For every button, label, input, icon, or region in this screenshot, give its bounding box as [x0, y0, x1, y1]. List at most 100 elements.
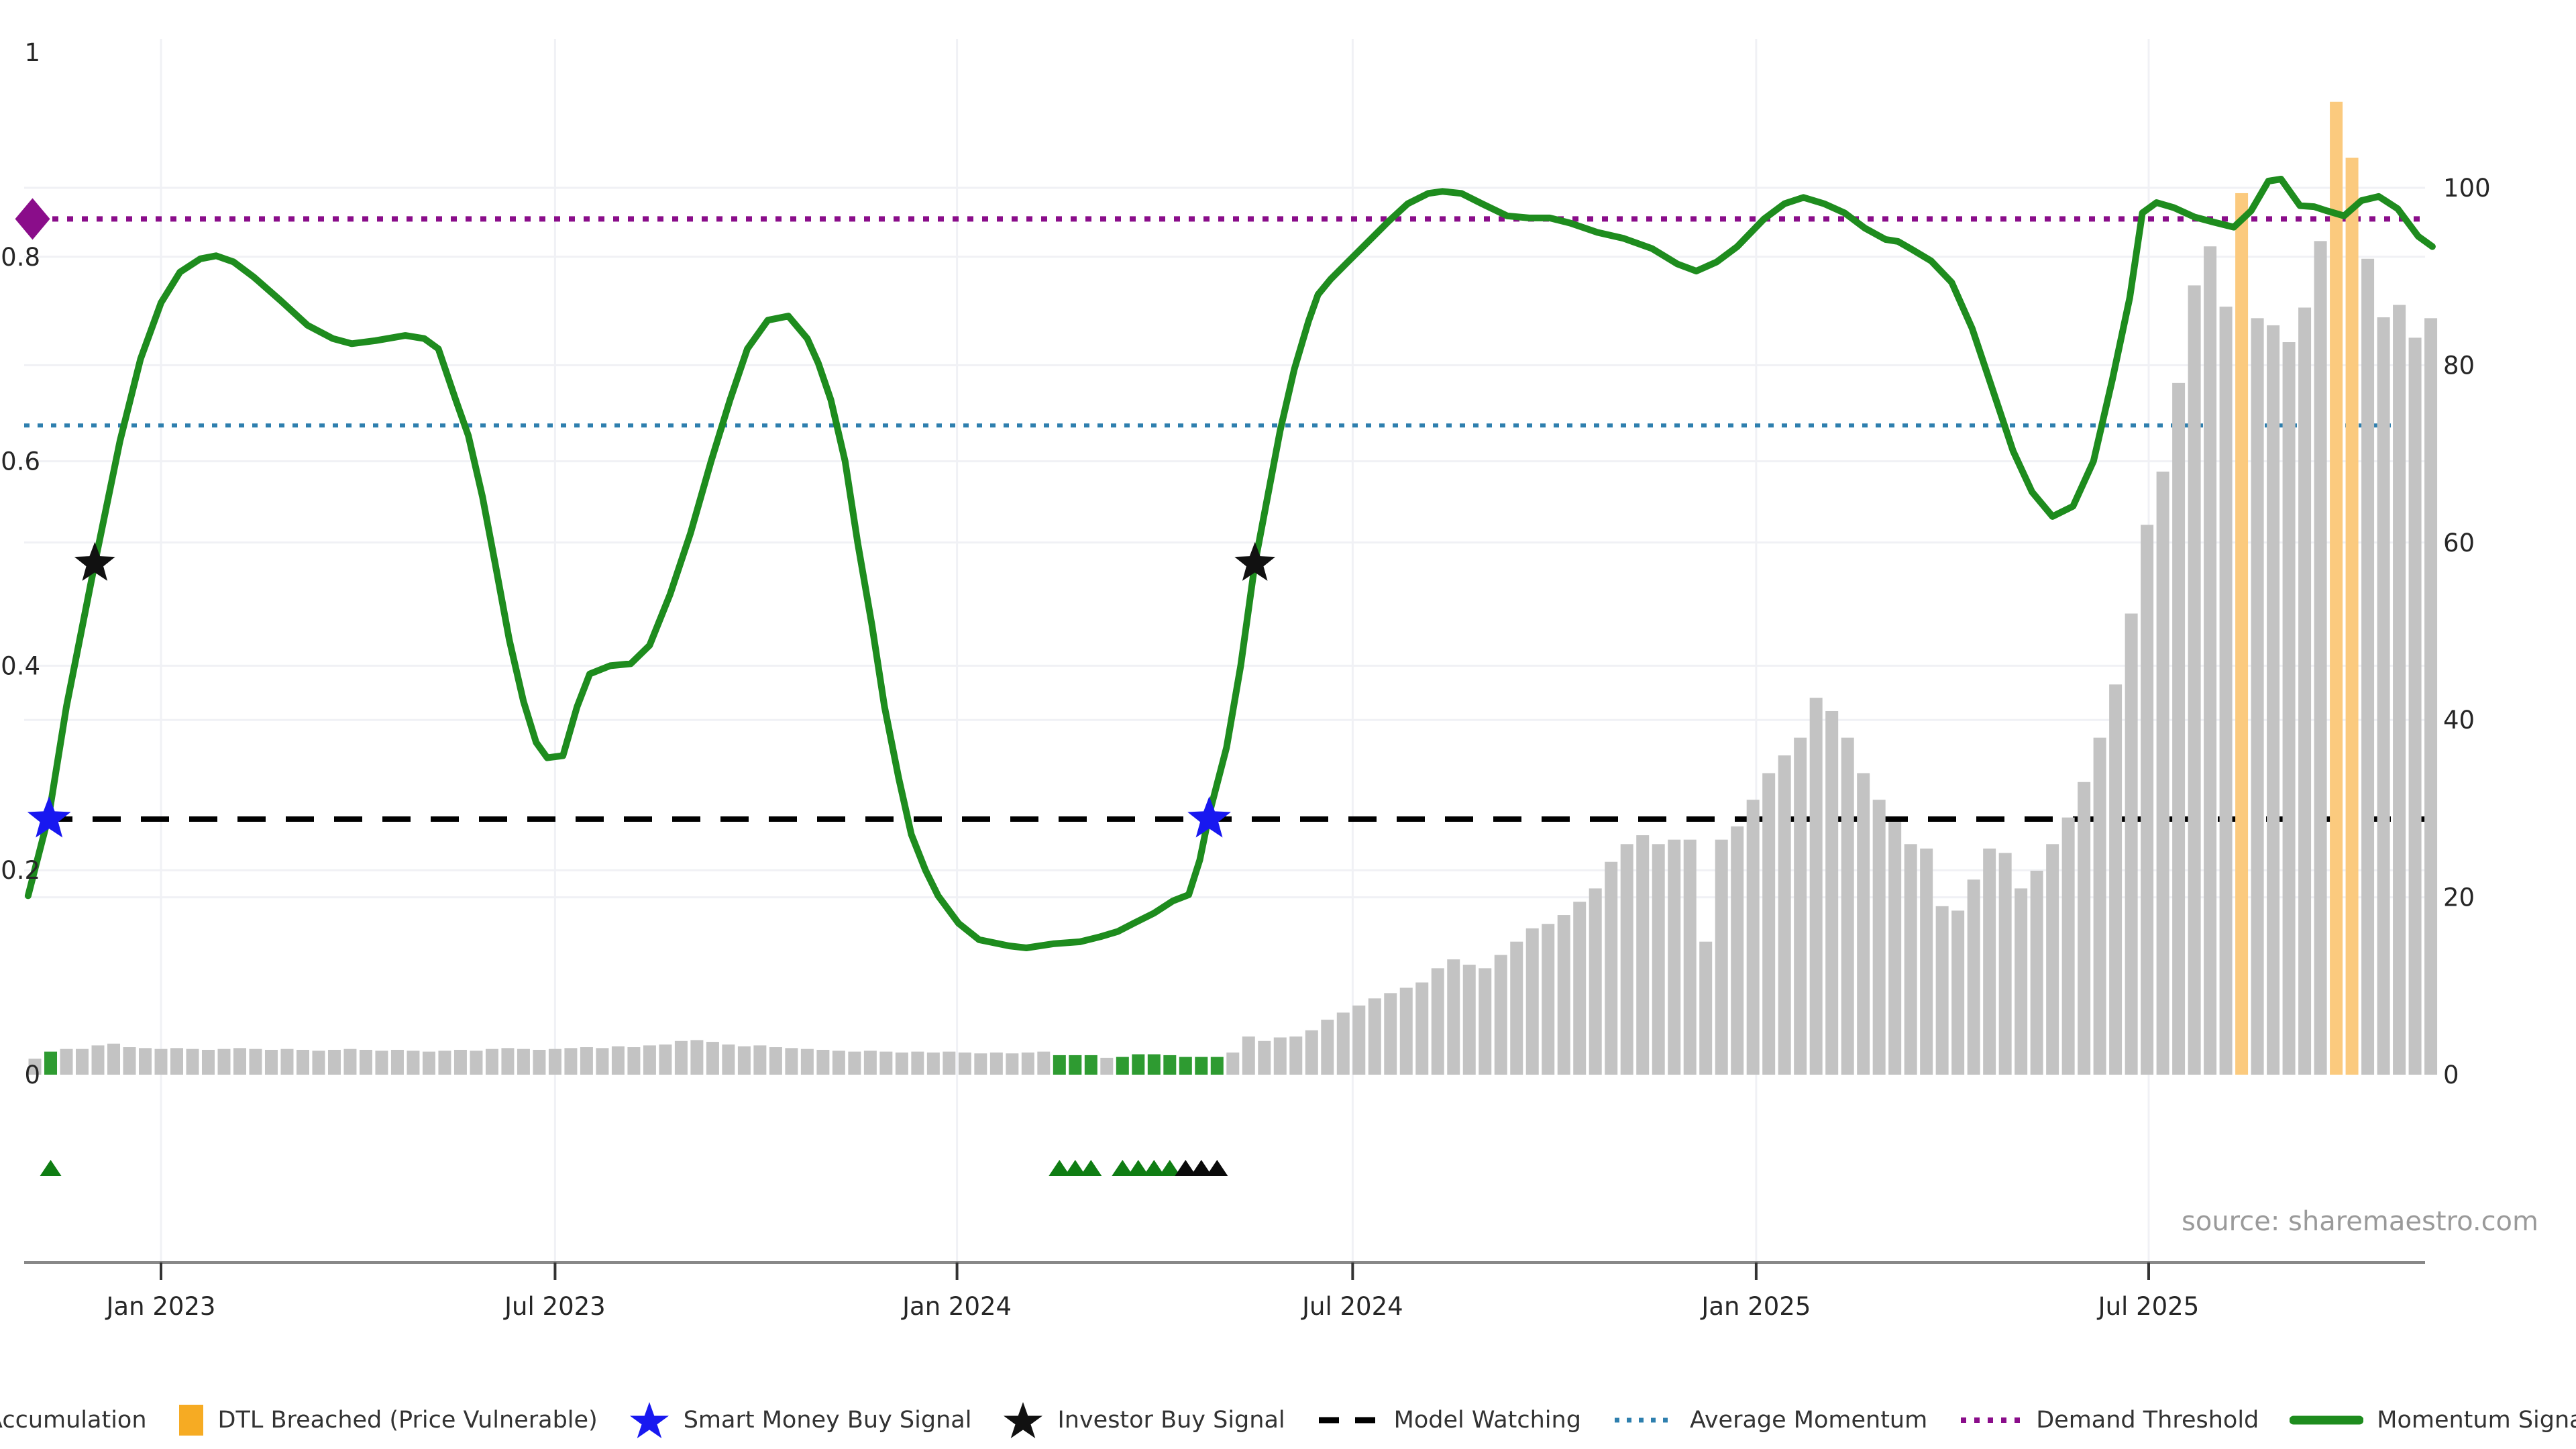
close-price-bar	[233, 1048, 246, 1075]
legend: Close Price Accumulation DTL Breached (P…	[0, 1401, 2576, 1440]
close-price-bar	[1368, 998, 1381, 1075]
accumulation-bar	[1116, 1057, 1129, 1075]
close-price-bar	[1998, 853, 2012, 1075]
close-price-bar	[706, 1042, 719, 1075]
demand-diamond-marker	[15, 198, 50, 240]
close-price-bar	[2172, 382, 2186, 1075]
signal-markers	[15, 198, 1276, 838]
accumulation-bar	[1053, 1055, 1066, 1075]
close-price-bar	[186, 1049, 199, 1075]
accumulation-bar	[1132, 1054, 1145, 1075]
close-price-bar	[1794, 737, 1807, 1075]
close-price-bar	[1037, 1051, 1051, 1075]
close-price-bar	[1888, 822, 1902, 1075]
legend-label: DTL Breached (Price Vulnerable)	[217, 1407, 598, 1434]
left-axis-tick-label: 0.4	[1, 651, 40, 680]
close-price-bar	[1935, 906, 1949, 1075]
close-price-bar	[107, 1043, 121, 1075]
momentum-line	[24, 176, 2436, 951]
close-price-bar	[1778, 755, 1791, 1075]
legend-label: Model Watching	[1393, 1407, 1581, 1434]
legend-label: Smart Money Buy Signal	[683, 1407, 972, 1434]
close-price-bar	[2046, 844, 2059, 1075]
close-price-bar	[580, 1047, 593, 1075]
right-axis-tick-label: 40	[2443, 706, 2475, 735]
close-price-bar	[359, 1049, 372, 1075]
dtl-breached-bar	[2345, 158, 2359, 1075]
close-price-bar	[517, 1049, 530, 1075]
close-price-bar	[1731, 826, 1744, 1075]
close-price-bar	[722, 1044, 735, 1075]
momentum-signal-line-icon	[2290, 1415, 2364, 1425]
close-price-bar	[1841, 737, 1854, 1075]
close-price-bar	[390, 1049, 404, 1075]
close-price-bar	[1825, 710, 1839, 1075]
close-price-bar	[1021, 1052, 1034, 1075]
close-price-bar	[2377, 317, 2390, 1075]
close-price-bar	[1983, 848, 1996, 1075]
close-price-bar	[1352, 1005, 1366, 1075]
close-price-bar	[123, 1047, 136, 1075]
accumulation-bar	[1163, 1055, 1177, 1075]
accumulation-bar	[44, 1051, 58, 1075]
close-price-bar	[139, 1048, 152, 1075]
close-price-bar	[2109, 684, 2123, 1075]
close-price-bar	[2141, 525, 2154, 1075]
accumulation-triangle	[1127, 1160, 1149, 1176]
accumulation-bar	[1147, 1054, 1161, 1075]
legend-label: Average Momentum	[1689, 1407, 1928, 1434]
accumulation-triangle	[1049, 1160, 1071, 1176]
accumulation-bar	[1084, 1055, 1097, 1075]
close-price-bar	[1573, 902, 1587, 1075]
accumulation-bar	[1069, 1055, 1082, 1075]
source-note: source: sharemaestro.com	[2182, 1206, 2538, 1237]
left-axis-tick-label: 0	[24, 1061, 40, 1089]
x-axis-tick-label: Jul 2023	[503, 1292, 606, 1321]
close-price-bar	[2125, 613, 2138, 1075]
close-price-bar	[611, 1046, 625, 1075]
price-bars	[28, 101, 2438, 1075]
close-price-bar	[1321, 1020, 1334, 1075]
close-price-bar	[2204, 246, 2217, 1075]
close-price-bar	[2424, 318, 2438, 1075]
close-price-bar	[1636, 835, 1650, 1075]
accumulation-triangle	[1080, 1160, 1102, 1176]
left-axis-tick-label: 0.2	[1, 856, 40, 885]
close-price-bar	[1336, 1012, 1350, 1075]
close-price-bar	[1920, 848, 1933, 1075]
close-price-bar	[2251, 318, 2264, 1075]
investor-triangle	[1175, 1160, 1197, 1176]
right-axis-tick-label: 20	[2443, 883, 2475, 912]
legend-item-demand-threshold: Demand Threshold	[1958, 1407, 2259, 1434]
accumulation-triangle	[1064, 1160, 1086, 1176]
close-price-bar	[1605, 861, 1618, 1075]
close-price-bar	[863, 1051, 877, 1075]
legend-item-momentum-signal: Momentum Signal	[2290, 1407, 2576, 1434]
average-momentum-dot-icon	[1614, 1417, 1674, 1423]
accumulation-bar	[1195, 1057, 1208, 1075]
x-axis-tick-label: Jan 2025	[1700, 1292, 1811, 1321]
close-price-bar	[690, 1040, 704, 1075]
close-price-bar	[76, 1049, 89, 1075]
close-price-bar	[1431, 968, 1444, 1075]
gridlines	[24, 39, 2425, 1263]
close-price-bar	[2219, 307, 2233, 1075]
close-price-bar	[974, 1053, 987, 1075]
close-price-bar	[643, 1045, 656, 1075]
close-price-bar	[548, 1049, 561, 1075]
close-price-bar	[895, 1052, 908, 1075]
close-price-bar	[1384, 993, 1397, 1075]
close-price-bar	[2030, 870, 2043, 1075]
close-price-bar	[1305, 1030, 1318, 1075]
close-price-bar	[2393, 305, 2406, 1075]
close-price-bar	[296, 1049, 309, 1075]
close-price-bar	[501, 1048, 515, 1075]
close-price-bar	[1668, 839, 1681, 1075]
close-price-bar	[201, 1049, 215, 1075]
investor-buy-marker	[74, 542, 115, 581]
right-axis-tick-label: 80	[2443, 351, 2475, 380]
close-price-bar	[1525, 928, 1539, 1075]
close-price-bar	[989, 1052, 1003, 1075]
legend-item-model-watching: Model Watching	[1316, 1407, 1581, 1434]
